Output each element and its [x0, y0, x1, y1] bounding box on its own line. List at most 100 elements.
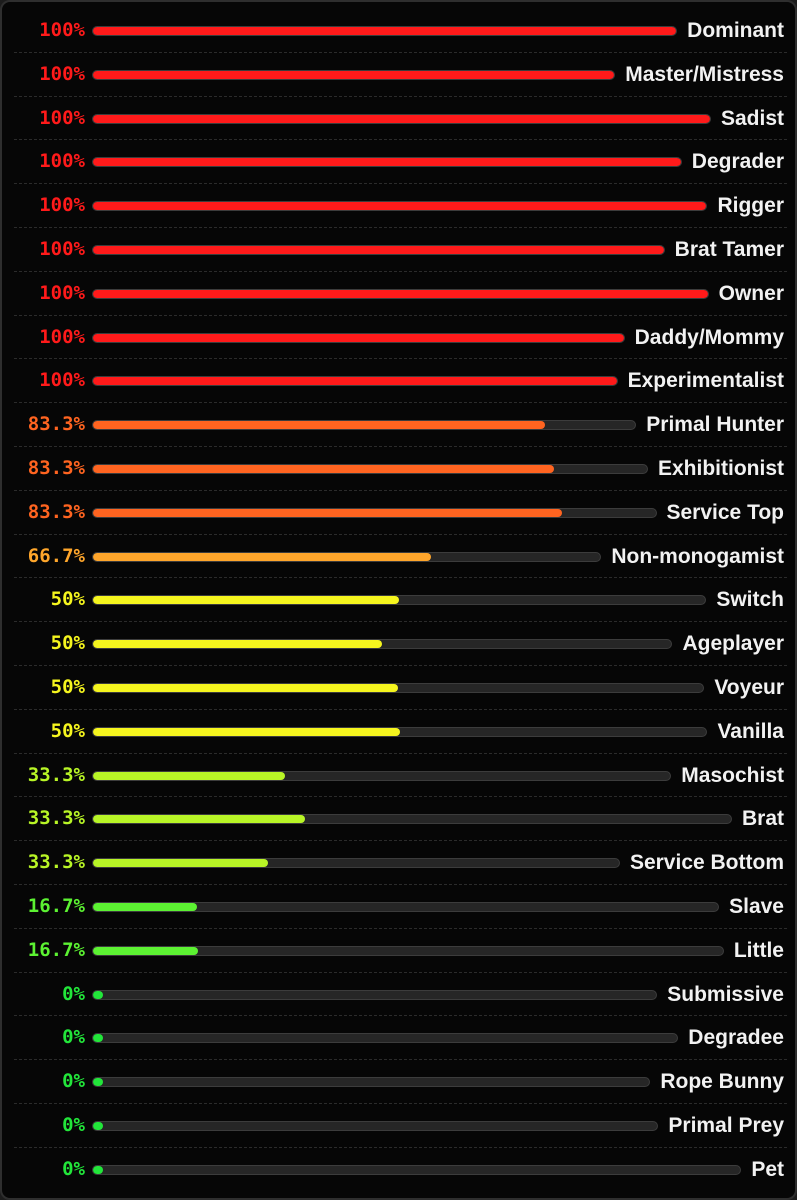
bar	[93, 245, 664, 254]
category-label: Switch	[716, 588, 784, 612]
bar-row: 100% Dominant	[14, 9, 787, 53]
bar-track	[92, 1033, 679, 1044]
category-label: Degradee	[688, 1026, 784, 1050]
category-label: Submissive	[667, 982, 784, 1006]
bar	[93, 552, 432, 561]
bar-row: 100% Brat Tamer	[14, 228, 787, 272]
category-label: Service Top	[666, 500, 785, 524]
bar	[93, 508, 562, 517]
bar	[93, 421, 545, 430]
bar-track	[92, 1164, 742, 1175]
value-label: 83.3%	[27, 413, 85, 436]
bar-row: 83.3% Service Top	[14, 491, 787, 535]
bar-track	[92, 288, 709, 299]
bar-row: 33.3% Brat	[14, 797, 787, 842]
bar-row: 0% Primal Prey	[14, 1104, 787, 1148]
category-label: Exhibitionist	[658, 456, 784, 480]
bar	[93, 815, 306, 824]
value-label: 50%	[50, 675, 85, 698]
bar	[93, 727, 400, 736]
value-label: 83.3%	[27, 500, 85, 523]
bar-row: 100% Daddy/Mommy	[14, 316, 787, 360]
bar-row: 50% Vanilla	[14, 710, 787, 754]
category-label: Primal Hunter	[646, 413, 784, 437]
bar-track	[92, 901, 720, 912]
bar-row: 50% Ageplayer	[14, 622, 787, 666]
bar-row: 100% Owner	[14, 272, 787, 316]
value-label: 100%	[39, 237, 85, 260]
bar	[93, 640, 383, 649]
bar-track	[92, 69, 616, 80]
bar	[93, 990, 103, 999]
value-label: 33.3%	[27, 763, 85, 786]
bar-track	[92, 507, 657, 518]
bar	[93, 158, 681, 167]
bar-track	[92, 1120, 659, 1131]
value-label: 16.7%	[27, 938, 85, 961]
category-label: Daddy/Mommy	[634, 325, 784, 349]
bar-row: 0% Rope Bunny	[14, 1060, 787, 1104]
value-label: 16.7%	[27, 894, 85, 917]
bar-track	[92, 989, 658, 1000]
bar-row: 83.3% Exhibitionist	[14, 447, 787, 491]
bar-row: 100% Master/Mistress	[14, 53, 787, 97]
category-label: Service Bottom	[629, 851, 784, 875]
category-label: Vanilla	[717, 719, 784, 743]
category-label: Little	[733, 938, 784, 962]
bar-row: 16.7% Slave	[14, 885, 787, 929]
bar	[93, 70, 615, 79]
bar	[93, 859, 269, 868]
value-label: 0%	[62, 1026, 85, 1049]
bar	[93, 683, 399, 692]
bar-track	[92, 376, 618, 387]
category-label: Owner	[718, 281, 784, 305]
category-label: Non-monogamist	[611, 544, 784, 568]
category-label: Rigger	[717, 194, 784, 218]
value-label: 100%	[39, 369, 85, 392]
bar-track	[92, 201, 708, 212]
value-label: 0%	[62, 1070, 85, 1093]
bar	[93, 902, 198, 911]
bar	[93, 377, 617, 386]
bar-row: 0% Degradee	[14, 1016, 787, 1061]
bar-row: 0% Pet	[14, 1148, 787, 1192]
category-label: Degrader	[691, 150, 784, 174]
bar-row: 0% Submissive	[14, 973, 787, 1017]
bar-row: 33.3% Masochist	[14, 754, 787, 798]
bar-rows: 100% Dominant 100% Master/Mistress 100% Sadis…	[2, 9, 795, 1192]
bar-track	[92, 945, 724, 956]
bar-track	[92, 595, 707, 606]
value-label: 0%	[62, 1113, 85, 1136]
bar-track	[92, 26, 678, 36]
bar	[93, 464, 555, 473]
bar	[93, 1034, 103, 1043]
bar-track	[92, 463, 648, 474]
bar-track	[92, 726, 708, 737]
category-label: Pet	[751, 1157, 784, 1181]
bar	[93, 596, 400, 605]
bar-row: 16.7% Little	[14, 929, 787, 973]
bar-row: 66.7% Non-monogamist	[14, 535, 787, 579]
category-label: Dominant	[687, 19, 784, 42]
category-label: Brat Tamer	[674, 237, 784, 261]
bar-row: 83.3% Primal Hunter	[14, 403, 787, 447]
bar-track	[92, 858, 620, 869]
bar-track	[92, 1077, 651, 1088]
bar	[93, 1078, 103, 1087]
bar-track	[92, 420, 637, 431]
bar	[93, 202, 707, 211]
category-label: Brat	[741, 807, 784, 831]
value-label: 100%	[39, 325, 85, 348]
bar-track	[92, 551, 602, 562]
category-label: Master/Mistress	[625, 62, 784, 86]
bar-row: 100% Degrader	[14, 140, 787, 185]
value-label: 83.3%	[27, 456, 85, 479]
value-label: 0%	[62, 1157, 85, 1180]
bar-row: 33.3% Service Bottom	[14, 841, 787, 885]
bar-row: 100% Experimentalist	[14, 359, 787, 404]
bar-track	[92, 113, 711, 124]
category-label: Primal Prey	[668, 1113, 784, 1137]
value-label: 100%	[39, 150, 85, 173]
value-label: 100%	[39, 281, 85, 304]
category-label: Experimentalist	[627, 369, 784, 393]
